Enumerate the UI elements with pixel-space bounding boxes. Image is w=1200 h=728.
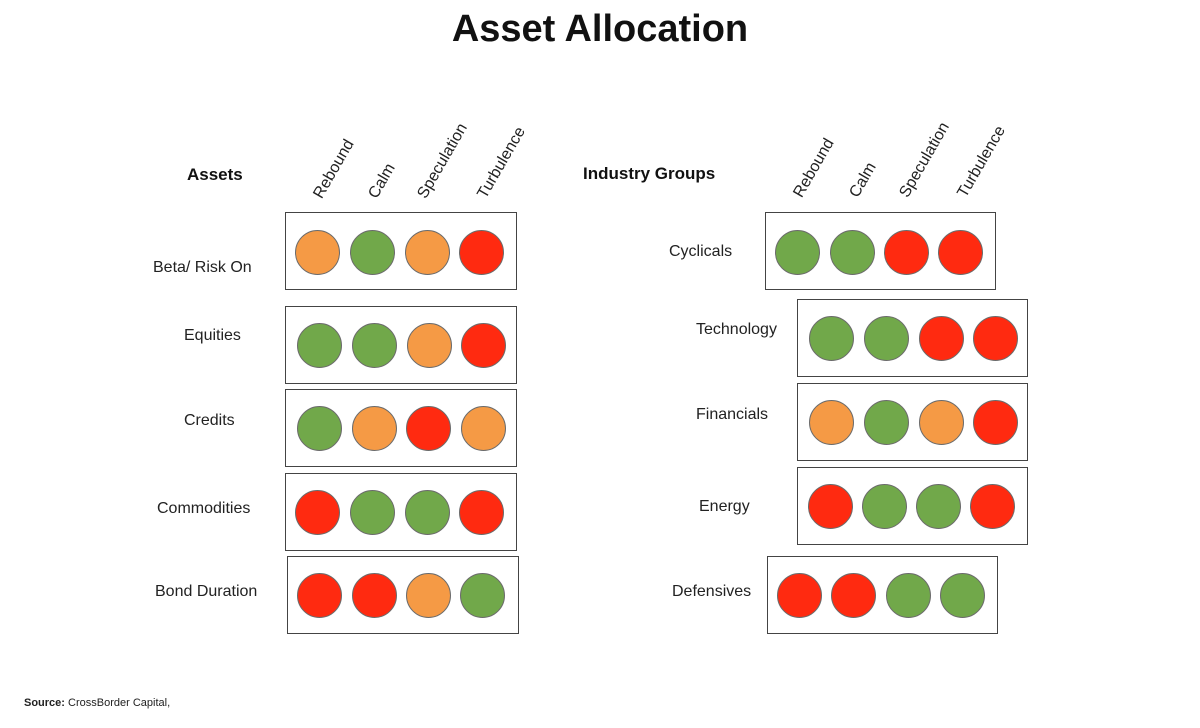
- signal-dot-red: [295, 490, 340, 535]
- assets-column-calm: Calm: [365, 160, 399, 202]
- assets-column-speculation: Speculation: [414, 120, 471, 202]
- signal-dot-red: [352, 573, 397, 618]
- signal-dot-green: [350, 230, 395, 275]
- signal-dot-green: [916, 484, 961, 529]
- signal-dot-orange: [295, 230, 340, 275]
- signal-dot-red: [831, 573, 876, 618]
- signal-dot-orange: [352, 406, 397, 451]
- signal-dot-red: [973, 400, 1018, 445]
- signal-dot-red: [973, 316, 1018, 361]
- signal-dot-red: [808, 484, 853, 529]
- signal-dot-red: [919, 316, 964, 361]
- industry-signal-row: [765, 212, 996, 290]
- signal-dot-green: [350, 490, 395, 535]
- signal-dot-red: [777, 573, 822, 618]
- signal-dot-red: [459, 490, 504, 535]
- signal-dot-orange: [919, 400, 964, 445]
- industry-signal-row: [767, 556, 998, 634]
- industry-signal-row: [797, 383, 1028, 461]
- industry-signal-row: [797, 299, 1028, 377]
- industry-row-label: Technology: [696, 321, 777, 338]
- signal-dot-green: [352, 323, 397, 368]
- assets-row-label: Commodities: [157, 500, 251, 517]
- assets-heading: Assets: [187, 165, 243, 184]
- assets-row-label: Equities: [184, 327, 241, 344]
- assets-column-rebound: Rebound: [310, 136, 358, 202]
- assets-signal-row: [285, 389, 517, 467]
- page-title: Asset Allocation: [451, 8, 749, 50]
- assets-row-label: Bond Duration: [155, 583, 258, 600]
- signal-dot-green: [297, 323, 342, 368]
- signal-dot-orange: [461, 406, 506, 451]
- industry-column-rebound: Rebound: [790, 135, 838, 201]
- industry-row-label: Defensives: [672, 583, 752, 600]
- signal-dot-orange: [406, 573, 451, 618]
- assets-row-label: Beta/ Risk On: [153, 259, 252, 276]
- signal-dot-green: [940, 573, 985, 618]
- signal-dot-green: [830, 230, 875, 275]
- signal-dot-green: [460, 573, 505, 618]
- assets-signal-row: [285, 473, 517, 551]
- signal-dot-green: [809, 316, 854, 361]
- industry-column-turbulence: Turbulence: [954, 123, 1009, 201]
- assets-column-turbulence: Turbulence: [474, 124, 529, 202]
- industry-row-label: Cyclicals: [669, 243, 733, 260]
- signal-dot-green: [886, 573, 931, 618]
- signal-dot-green: [775, 230, 820, 275]
- signal-dot-orange: [405, 230, 450, 275]
- industry-row-label: Financials: [696, 406, 769, 423]
- assets-signal-row: [287, 556, 519, 634]
- industry-heading: Industry Groups: [583, 164, 716, 183]
- source-text: CrossBorder Capital,: [68, 697, 171, 709]
- signal-dot-green: [864, 316, 909, 361]
- signal-dot-red: [297, 573, 342, 618]
- industry-column-calm: Calm: [846, 159, 880, 201]
- signal-dot-green: [864, 400, 909, 445]
- industry-signal-row: [797, 467, 1028, 545]
- assets-row-label: Credits: [184, 412, 235, 429]
- signal-dot-red: [884, 230, 929, 275]
- industry-row-label: Energy: [699, 498, 750, 515]
- signal-dot-red: [406, 406, 451, 451]
- signal-dot-green: [297, 406, 342, 451]
- signal-dot-red: [461, 323, 506, 368]
- signal-dot-green: [862, 484, 907, 529]
- signal-dot-green: [405, 490, 450, 535]
- source-note: Source: CrossBorder Capital,: [24, 697, 170, 709]
- source-label: Source:: [24, 697, 65, 709]
- assets-signal-row: [285, 212, 517, 290]
- signal-dot-orange: [809, 400, 854, 445]
- assets-signal-row: [285, 306, 517, 384]
- signal-dot-red: [459, 230, 504, 275]
- industry-column-speculation: Speculation: [896, 119, 953, 201]
- signal-dot-orange: [407, 323, 452, 368]
- signal-dot-red: [970, 484, 1015, 529]
- signal-dot-red: [938, 230, 983, 275]
